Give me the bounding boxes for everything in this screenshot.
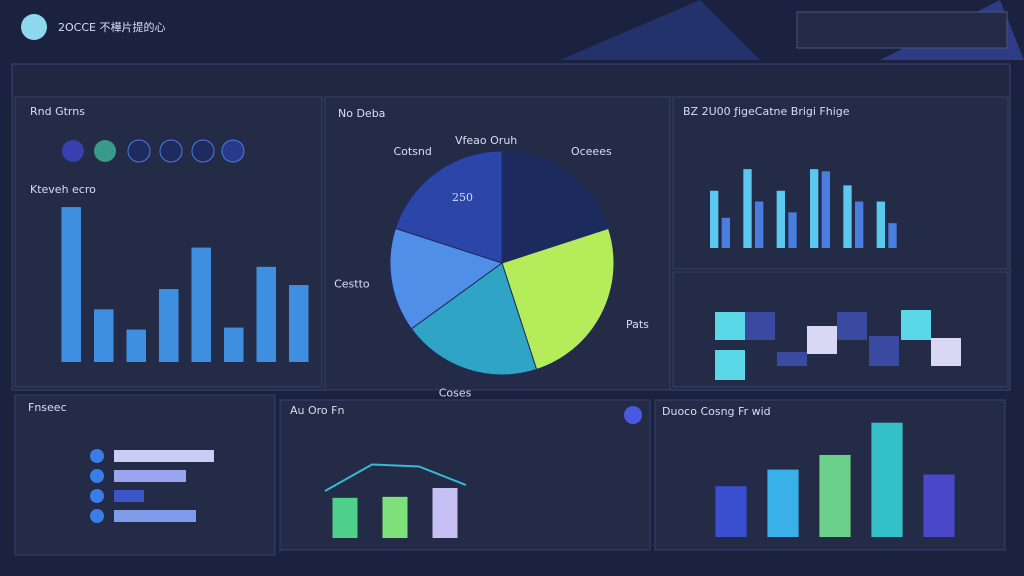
cell <box>931 338 961 366</box>
bar <box>114 510 196 522</box>
dot <box>90 469 104 483</box>
bar <box>721 217 730 248</box>
icon[interactable] <box>159 139 183 163</box>
icons <box>62 139 245 163</box>
bar <box>159 289 179 362</box>
dot <box>90 449 104 463</box>
bar <box>755 201 764 248</box>
bar <box>788 212 797 248</box>
heatmap <box>715 310 961 380</box>
panel-title: Fnseec <box>28 401 67 414</box>
bar <box>843 185 852 248</box>
pie-slice <box>501 150 610 264</box>
bar <box>923 474 955 537</box>
icon[interactable] <box>127 139 151 163</box>
bar <box>114 490 144 502</box>
panel-title: Rnd Gtrns <box>30 105 85 118</box>
bar <box>94 309 114 362</box>
bar <box>710 190 719 248</box>
bar <box>256 266 276 362</box>
bar <box>114 450 214 462</box>
bar <box>819 454 851 537</box>
panel-title: No Deba <box>338 107 385 120</box>
annotation: 250 <box>452 191 473 204</box>
bar <box>743 169 752 248</box>
bar <box>224 327 244 362</box>
dot <box>90 489 104 503</box>
icon[interactable] <box>624 406 642 424</box>
bar <box>821 171 830 248</box>
dot <box>90 509 104 523</box>
logo <box>21 14 47 40</box>
cell <box>869 336 899 366</box>
pie-slice <box>389 227 504 330</box>
bar <box>810 169 819 248</box>
icon[interactable] <box>191 139 215 163</box>
cell <box>901 310 931 340</box>
bar <box>776 190 785 248</box>
icon[interactable] <box>221 139 245 163</box>
cell <box>715 350 745 380</box>
chart-title: Au Oro Fn <box>290 404 344 417</box>
pie-label: Cotsnd <box>393 145 431 158</box>
bar <box>432 488 458 538</box>
bar <box>191 247 211 362</box>
decor <box>560 0 760 60</box>
cell <box>837 312 867 340</box>
icon[interactable] <box>94 140 116 162</box>
top-buttons[interactable] <box>796 11 1008 49</box>
bar <box>715 486 747 537</box>
bar <box>855 201 864 248</box>
bar <box>382 496 408 538</box>
bar <box>332 497 358 538</box>
pie-label: Oceees <box>571 145 612 158</box>
pie-label: Coses <box>439 386 472 399</box>
cell <box>777 352 807 366</box>
bar <box>871 422 903 537</box>
panel-title: Kteveh ecro <box>30 183 96 196</box>
bar <box>888 223 897 248</box>
icon[interactable] <box>62 140 84 162</box>
bar <box>876 201 885 248</box>
chart-title: Vfeao Oruh <box>455 134 517 147</box>
cell <box>807 326 837 354</box>
bar <box>767 469 799 537</box>
pie-label: Pats <box>626 318 649 331</box>
bar <box>61 207 81 362</box>
line <box>324 463 467 492</box>
chart-title: BZ 2U00 ƒigeCatne Brigi Fhige <box>683 105 850 118</box>
bar <box>114 470 186 482</box>
pie-slice <box>410 262 538 376</box>
bar <box>126 329 146 362</box>
pie-slice <box>501 227 615 371</box>
pie-label: Cestto <box>334 277 370 290</box>
app-title: 2OCCE 不樺片提的心 <box>58 20 165 34</box>
bar <box>289 285 309 362</box>
pie-slice <box>394 150 503 264</box>
chart-title: Duoco Cosng Fr wid <box>662 405 771 418</box>
cell <box>745 312 775 340</box>
cell <box>715 312 745 340</box>
